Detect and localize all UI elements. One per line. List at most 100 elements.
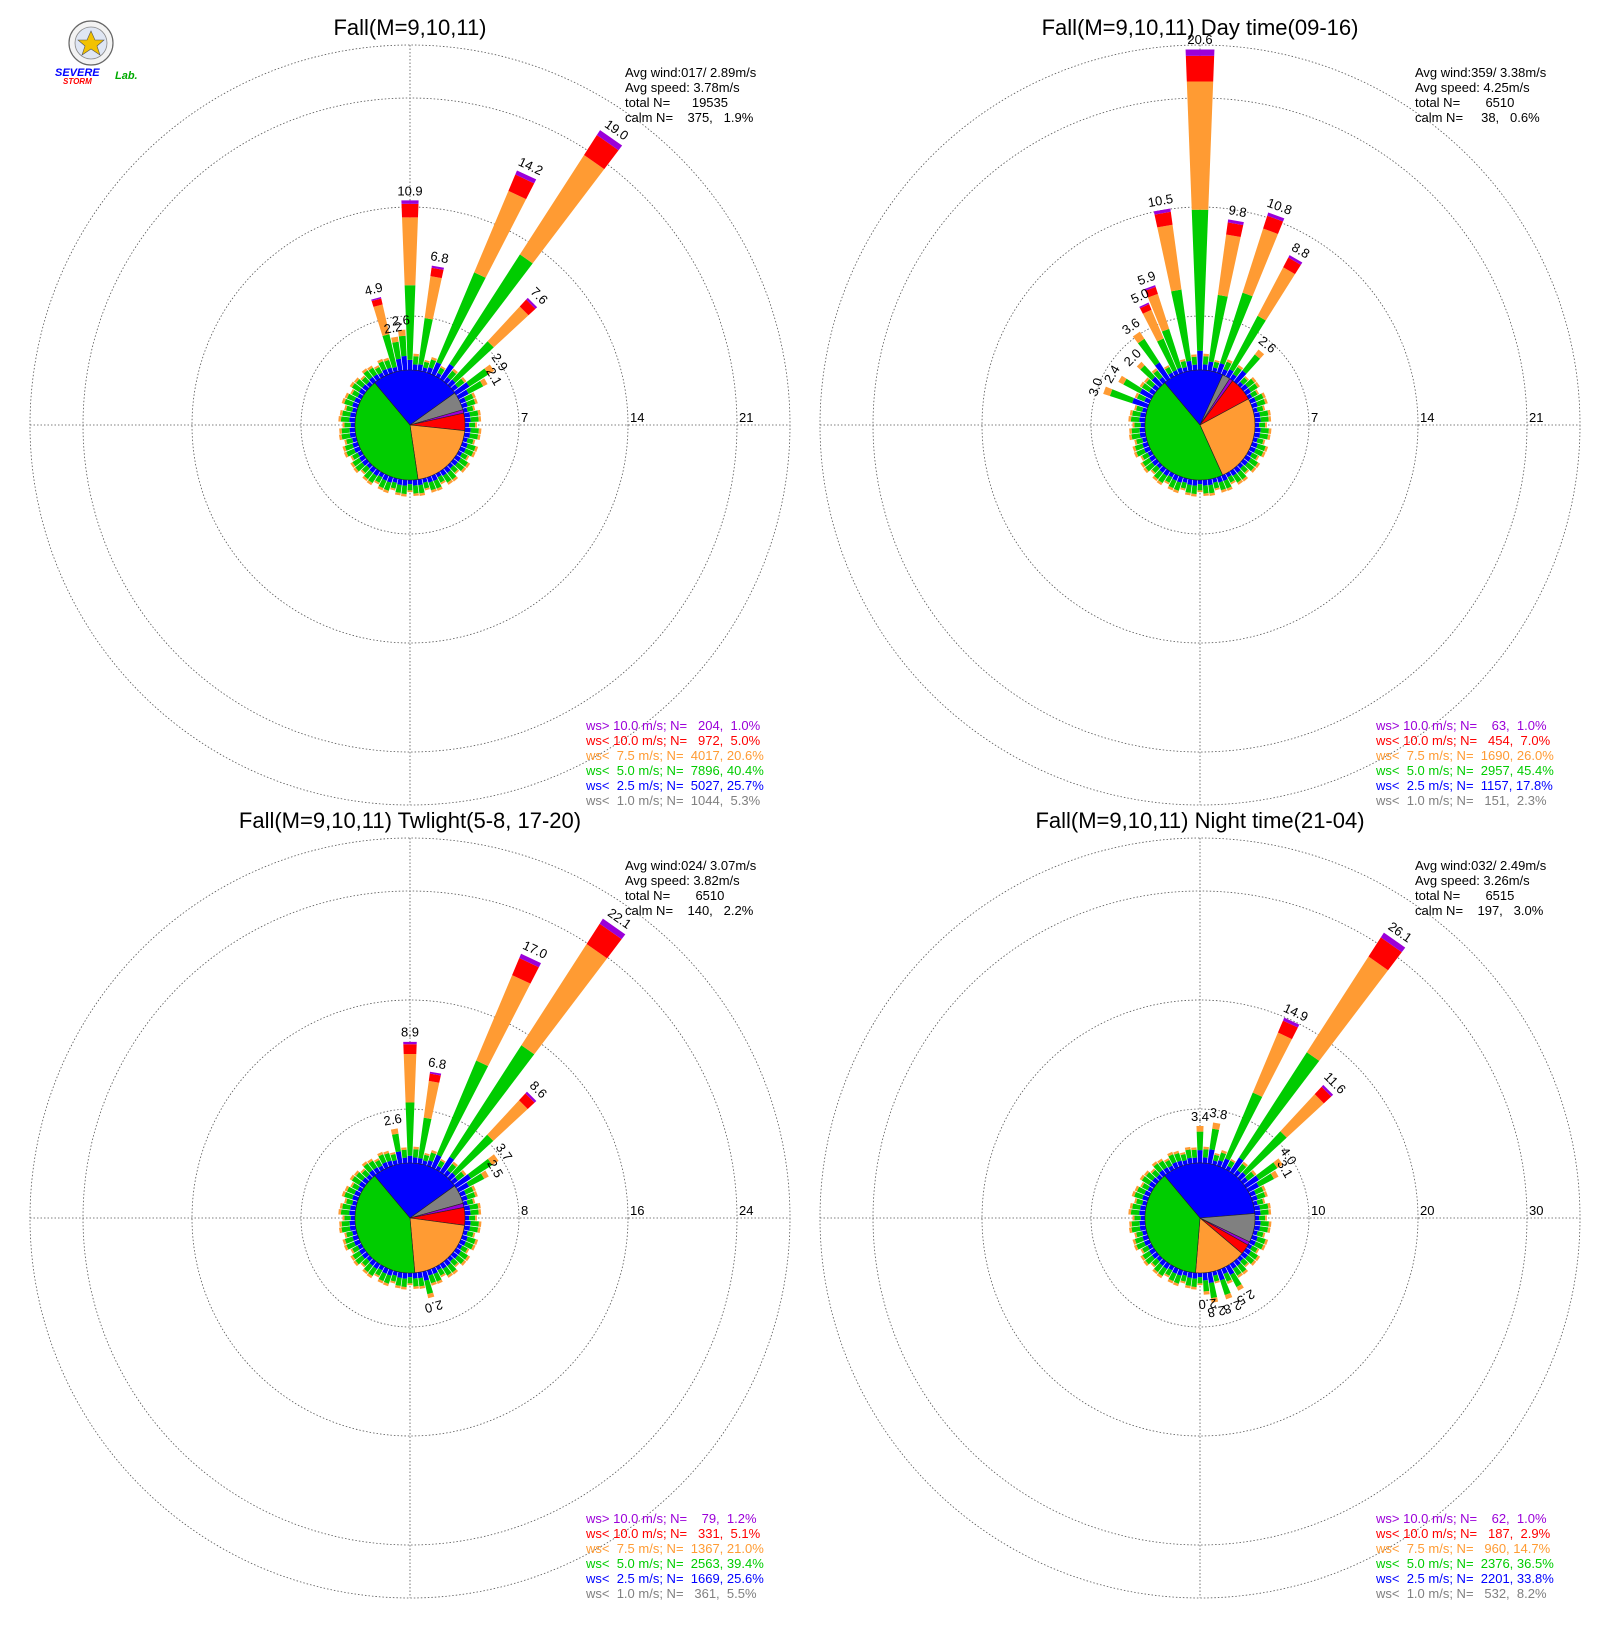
bar-segment-330 [373, 365, 380, 370]
bar-segment-25 [476, 975, 531, 1067]
bar-segment-160 [1216, 475, 1223, 483]
bar-segment-45 [487, 306, 529, 348]
bar-segment-185 [401, 485, 408, 495]
legend-entry: ws< 2.5 m/s; N= 1669, 25.6% [585, 1571, 764, 1586]
bar-segment-10 [418, 1117, 432, 1159]
bar-segment-325 [1154, 362, 1171, 382]
legend-entry: ws< 10.0 m/s; N= 454, 7.0% [1375, 733, 1551, 748]
bar-segment-215 [1163, 468, 1171, 477]
bar-segment-280 [1129, 410, 1134, 416]
bar-segment-95 [478, 1221, 482, 1227]
bar-segment-50 [450, 384, 459, 392]
legend-entry: ws< 7.5 m/s; N= 1690, 26.0% [1375, 748, 1554, 763]
bar-segment-300 [1140, 1181, 1145, 1188]
bar-segment-180 [407, 1283, 413, 1286]
bar-segment-235 [350, 1255, 356, 1261]
bar-segment-10 [1208, 294, 1228, 363]
bar-segment-275 [340, 416, 350, 423]
bar-segment-295 [1136, 393, 1147, 402]
bar-segment-260 [338, 1227, 343, 1234]
bar-segment-225 [360, 469, 366, 475]
bar-segment-265 [349, 1220, 356, 1226]
bar-segment-165 [1212, 477, 1218, 483]
bar-segment-110 [1256, 443, 1266, 452]
bar-segment-265 [1139, 427, 1146, 433]
bar-segment-305 [358, 1181, 367, 1189]
bar-segment-160 [1216, 1268, 1225, 1281]
bar-segment-75 [1262, 1198, 1266, 1204]
bar-segment-345 [382, 334, 397, 369]
bar-segment-275 [1139, 417, 1146, 423]
bar-segment-65 [464, 1186, 474, 1195]
bar-segment-320 [1153, 1163, 1163, 1173]
ring-1 [1090, 315, 1310, 535]
bar-segment-55 [1243, 388, 1252, 396]
bar-segment-110 [460, 1234, 468, 1241]
bar-segment-40 [447, 1163, 457, 1174]
bar-segment-5 [1202, 1157, 1208, 1164]
bar-segment-95 [1268, 428, 1272, 434]
bar-segment-120 [1255, 1248, 1260, 1254]
bar-segment-135 [1240, 465, 1248, 473]
bar-segment-210 [1165, 1268, 1173, 1276]
bar-segment-125 [453, 1247, 462, 1255]
bar-segment-185 [402, 479, 408, 486]
bar-segment-320 [1159, 376, 1167, 385]
bar-segment-10 [418, 318, 433, 366]
bar-segment-170 [1210, 1297, 1219, 1303]
bar-segment-85 [1254, 1210, 1261, 1216]
bar-segment-190 [397, 1271, 403, 1279]
bar-segment-325 [1163, 1167, 1171, 1175]
bar-segment-260 [1139, 432, 1147, 438]
bar-segment-280 [1129, 1203, 1134, 1209]
bar-segment-110 [473, 446, 479, 453]
bar-segment-195 [1180, 481, 1187, 489]
bar-segment-280 [342, 410, 351, 417]
bar-segment-220 [1152, 475, 1158, 482]
bar-segment-35 [1368, 937, 1402, 971]
bar-segment-50 [455, 1171, 465, 1181]
bar-segment-160 [1220, 1278, 1231, 1296]
bar-segment-195 [390, 1280, 396, 1284]
bar-segment-45 [1280, 1094, 1324, 1138]
bar-segment-140 [443, 1258, 451, 1267]
bar-segment-320 [1159, 1169, 1167, 1178]
bar-segment-235 [352, 457, 362, 467]
bar-segment-115 [458, 1239, 466, 1246]
bar-segment-145 [1237, 479, 1244, 485]
ring-1 [300, 315, 520, 535]
bar-segment-250 [352, 441, 360, 448]
bar-segment-295 [344, 392, 350, 399]
bar-segment-55 [1248, 383, 1258, 393]
bar-segment-295 [1144, 1190, 1152, 1197]
legend-entry: ws< 1.0 m/s; N= 532, 8.2% [1375, 1586, 1547, 1601]
speed-class-pie [354, 369, 466, 481]
bar-segment-340 [1145, 286, 1158, 298]
legend-entry: ws> 10.0 m/s; N= 204, 1.0% [585, 718, 761, 733]
bar-segment-50 [461, 376, 467, 383]
bar-segment-355 [401, 1149, 408, 1158]
bar-segment-75 [466, 1198, 474, 1205]
bar-segment-30 [1229, 315, 1266, 372]
bar-segment-5 [413, 353, 419, 357]
bar-segment-335 [378, 1154, 387, 1164]
bar-segment-55 [1273, 1158, 1283, 1169]
ring-1 [1090, 1108, 1310, 1328]
bar-segment-200 [1177, 475, 1184, 483]
bar-segment-125 [1255, 1255, 1261, 1262]
bar-segment-40 [447, 370, 457, 381]
bar-segment-130 [1244, 1255, 1255, 1265]
bar-segment-245 [1143, 1239, 1152, 1246]
bar-segment-50 [461, 1169, 467, 1176]
pie-slice-1 [1164, 1162, 1256, 1219]
bar-segment-340 [384, 359, 392, 369]
bar-segment-235 [359, 1247, 367, 1255]
bar-segment-30 [437, 1160, 445, 1168]
bar-segment-335 [1139, 302, 1150, 309]
legend-entry: ws< 7.5 m/s; N= 4017, 20.6% [585, 748, 764, 763]
bar-segment-255 [344, 1232, 348, 1238]
bar-segment-30 [1227, 1160, 1235, 1168]
bar-segment-175 [1202, 485, 1209, 494]
bar-segment-330 [1164, 1159, 1173, 1168]
bar-segment-100 [463, 1225, 471, 1231]
